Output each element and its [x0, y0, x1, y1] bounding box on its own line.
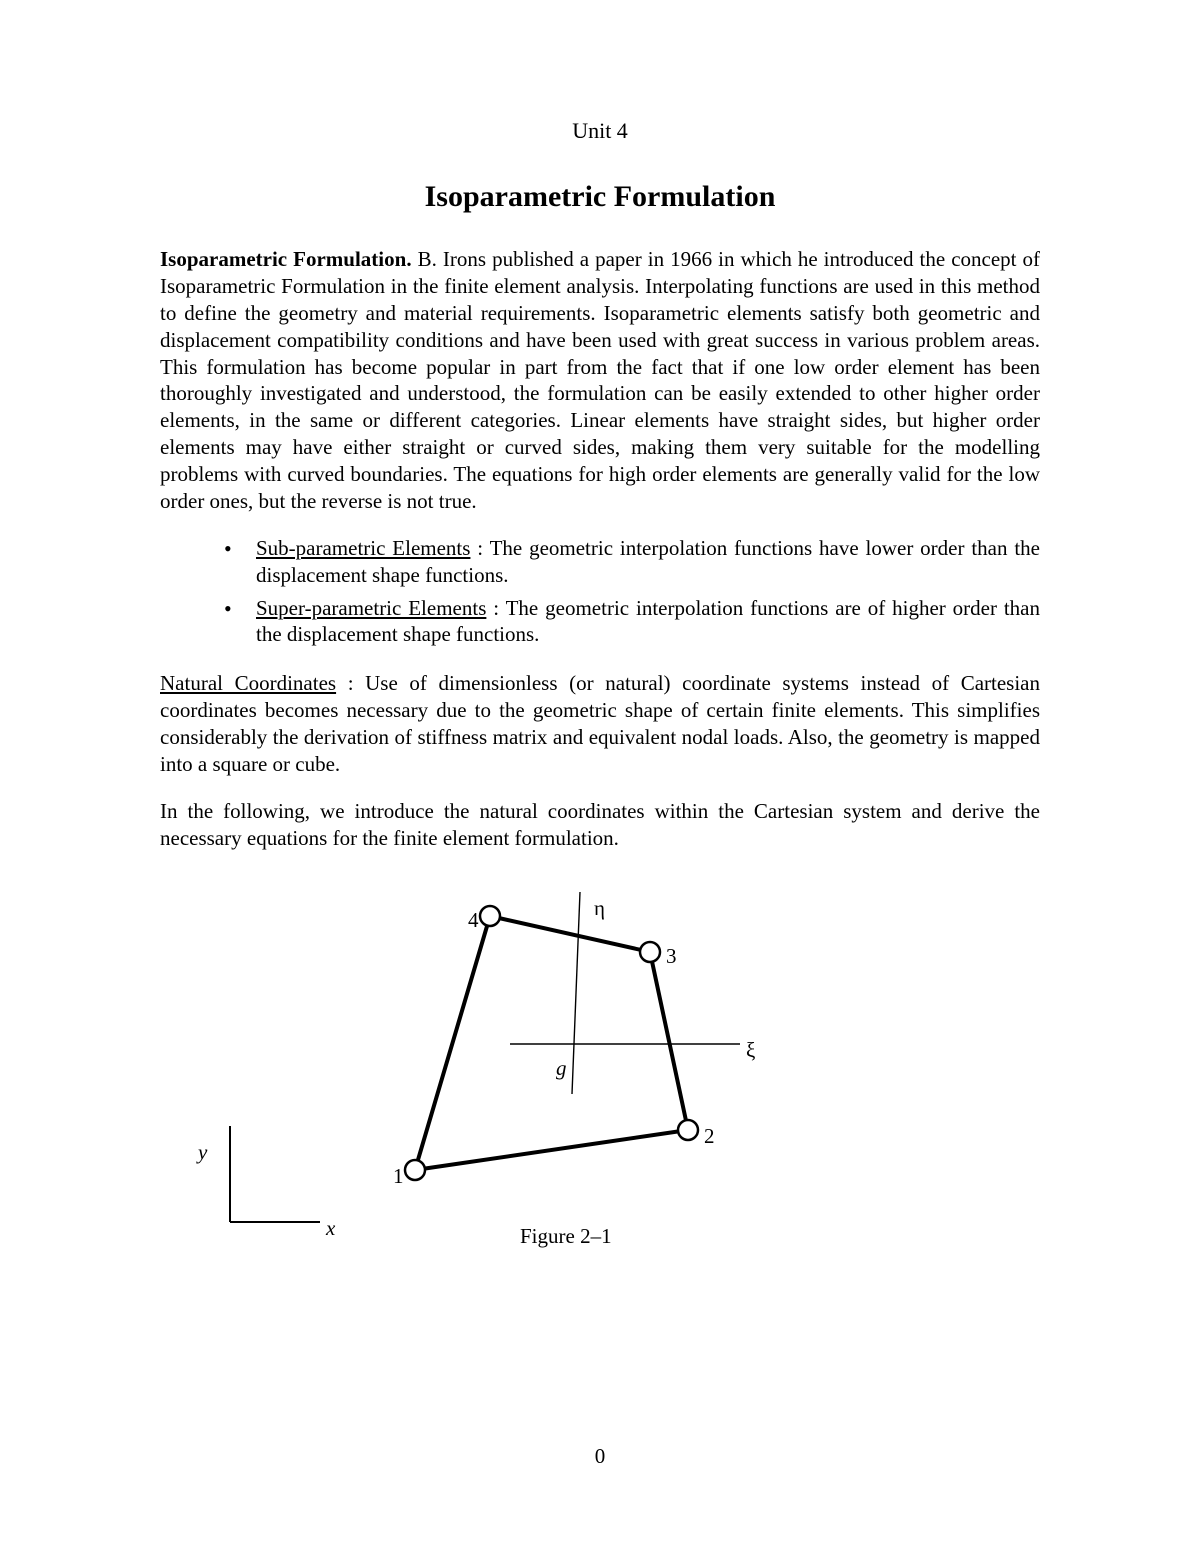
transition-paragraph: In the following, we introduce the natur… [160, 798, 1040, 852]
unit-label: Unit 4 [160, 118, 1040, 144]
node-4-label: 4 [468, 908, 479, 933]
intro-body: B. Irons published a paper in 1966 in wh… [160, 247, 1040, 513]
eta-axis-label: η [594, 896, 605, 921]
node-3-label: 3 [666, 944, 677, 969]
sub-parametric-term: Sub-parametric Elements [256, 536, 470, 560]
y-axis-label: y [198, 1140, 207, 1165]
g-label: g [556, 1056, 567, 1081]
xi-axis-label: ξ [746, 1038, 755, 1063]
definition-list: Sub-parametric Elements : The geometric … [160, 535, 1040, 649]
natural-coords-term: Natural Coordinates [160, 671, 336, 695]
x-axis-label: x [326, 1216, 335, 1241]
super-parametric-term: Super-parametric Elements [256, 596, 486, 620]
natural-coords-paragraph: Natural Coordinates : Use of dimensionle… [160, 670, 1040, 778]
document-page: Unit 4 Isoparametric Formulation Isopara… [0, 0, 1200, 1332]
list-item: Super-parametric Elements : The geometri… [230, 595, 1040, 649]
page-title: Isoparametric Formulation [160, 180, 1040, 214]
figure-caption: Figure 2–1 [520, 1224, 612, 1249]
page-number: 0 [0, 1444, 1200, 1469]
node-1-label: 1 [393, 1164, 404, 1189]
figure-svg [160, 872, 1040, 1272]
figure-2-1: y x g ξ η 1 2 3 4 Figure 2–1 [160, 872, 1040, 1272]
node-2-label: 2 [704, 1124, 715, 1149]
intro-paragraph: Isoparametric Formulation. B. Irons publ… [160, 246, 1040, 515]
intro-lead: Isoparametric Formulation. [160, 247, 412, 271]
list-item: Sub-parametric Elements : The geometric … [230, 535, 1040, 589]
